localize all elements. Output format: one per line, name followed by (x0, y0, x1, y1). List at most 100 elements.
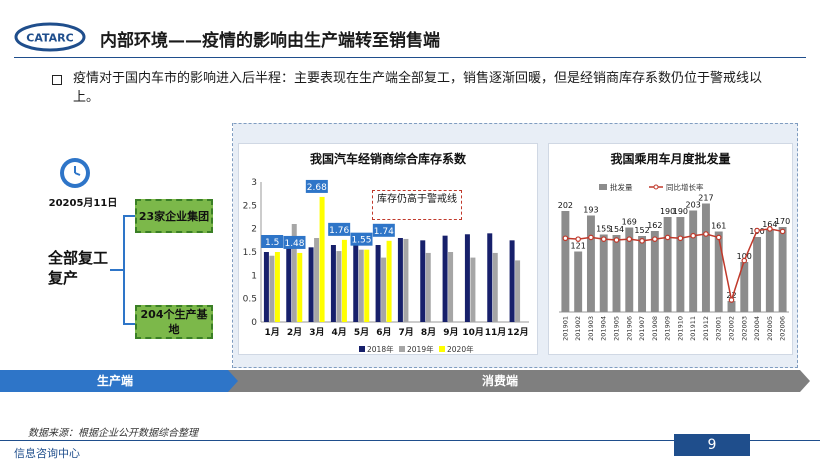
bar-2020年 (319, 196, 325, 322)
footer-org: 信息咨询中心 (14, 447, 80, 460)
data-label-box (261, 235, 284, 248)
data-label: 202 (558, 201, 573, 210)
data-label: 161 (711, 222, 726, 231)
date-label: 20205月11日 (48, 198, 118, 209)
growth-point (600, 236, 607, 242)
data-label-box (328, 222, 351, 236)
growth-point (690, 232, 696, 239)
header-divider (14, 57, 806, 58)
data-label: 1.55 (351, 236, 371, 246)
bar-2019年 (269, 255, 275, 322)
wholesale-chart-panel: 我国乘用车月度批发量 202 201901 121 201902 193 201903 15… (548, 143, 793, 355)
catarc-logo: CATARC (14, 22, 86, 52)
bar-wholesale (701, 203, 710, 312)
x-tick-label: 202004 (753, 316, 761, 341)
bar-wholesale (753, 237, 762, 312)
x-tick-label: 11月 (485, 327, 507, 338)
growth-point (779, 228, 786, 235)
page-number: 9 (674, 434, 750, 456)
x-tick-label: 202001 (715, 316, 723, 341)
x-tick-label: 5月 (354, 327, 369, 338)
bar-2018年 (263, 252, 269, 322)
data-label: 152 (634, 226, 649, 235)
data-label: 154 (609, 225, 624, 234)
growth-point (754, 227, 760, 234)
x-tick-label: 4月 (332, 327, 347, 338)
bar-2019年 (358, 249, 364, 322)
production-stage-label: 生产端 (96, 374, 133, 388)
x-tick-label: 201901 (561, 316, 569, 341)
bar-wholesale (714, 231, 723, 312)
bar-2019年 (492, 252, 498, 322)
bar-wholesale (778, 227, 787, 312)
data-label: 100 (737, 252, 752, 261)
legend-label: 同比增长率 (666, 182, 704, 192)
data-label-box (305, 179, 328, 193)
growth-point (562, 235, 569, 242)
y-tick-label: 0 (251, 318, 257, 328)
bar-2020年 (341, 239, 347, 322)
data-label: 169 (622, 218, 637, 227)
growth-point (575, 236, 581, 242)
bullet-square-icon (52, 75, 62, 85)
growth-point (767, 226, 773, 232)
bar-wholesale (765, 230, 774, 312)
bar-2020年 (364, 249, 370, 322)
bar-2018年 (397, 238, 403, 322)
bar-2018年 (308, 247, 314, 322)
growth-point (664, 234, 671, 241)
bar-2018年 (330, 245, 336, 322)
x-tick-label: 201903 (587, 316, 595, 341)
x-tick-label: 201908 (651, 316, 659, 341)
x-tick-label: 12月 (507, 327, 529, 338)
growth-point (741, 257, 748, 264)
stage-arrow-bar (0, 370, 810, 392)
bar-2018年 (420, 240, 426, 322)
x-tick-label: 202006 (779, 316, 787, 341)
growth-point (652, 236, 658, 242)
data-label: 1.48 (284, 239, 304, 249)
data-label: 193 (583, 206, 598, 215)
legend-swatch (439, 346, 445, 352)
bar-wholesale (612, 235, 621, 312)
growth-point (728, 297, 735, 303)
x-tick-label: 3月 (309, 327, 324, 338)
bar-2019年 (448, 252, 454, 322)
production-bases-box: 204个生产基地 (135, 305, 213, 339)
data-label: 162 (647, 221, 662, 230)
bar-wholesale (625, 227, 634, 312)
legend-swatch (399, 346, 405, 352)
data-label: 22 (726, 291, 736, 300)
y-tick-label: 0.5 (243, 295, 257, 305)
bar-wholesale (663, 217, 672, 312)
x-tick-label: 7月 (399, 327, 414, 338)
inventory-chart: 0 0.5 1 1.5 2 2.5 3 1月 2月 3月 4月 5月 6月 7月 8月 9月 10月 11月 12月… (243, 178, 529, 354)
footer-divider (0, 440, 820, 441)
data-label-box (350, 232, 373, 246)
legend-label: 2019年 (407, 344, 434, 354)
growth-point (715, 234, 722, 241)
y-tick-label: 3 (251, 178, 257, 188)
growth-point (703, 231, 709, 237)
inventory-callout: 库存仍高于警戒线 (372, 190, 462, 220)
x-tick-label: 201902 (574, 316, 582, 341)
data-label: 170 (775, 217, 790, 226)
bar-2020年 (386, 240, 392, 322)
page-title: 内部环境——疫情的影响由生产端转至销售端 (100, 31, 440, 51)
growth-point (626, 236, 633, 242)
x-tick-label: 201909 (664, 316, 672, 341)
bar-2018年 (375, 245, 381, 322)
bar-2019年 (470, 257, 476, 322)
y-tick-label: 2 (251, 225, 257, 235)
x-tick-label: 201904 (600, 316, 608, 341)
x-tick-label: 1月 (265, 327, 280, 338)
y-tick-label: 1.5 (243, 248, 257, 258)
bar-2019年 (515, 260, 521, 322)
wholesale-chart: 202 201901 121 201902 193 201903 155 201904 154 2… (558, 182, 791, 341)
bar-2019年 (336, 251, 342, 322)
data-label: 190 (673, 207, 688, 216)
x-tick-label: 201912 (702, 316, 710, 341)
growth-point (677, 235, 684, 242)
data-label: 1.74 (374, 227, 394, 237)
bar-2018年 (353, 238, 359, 322)
